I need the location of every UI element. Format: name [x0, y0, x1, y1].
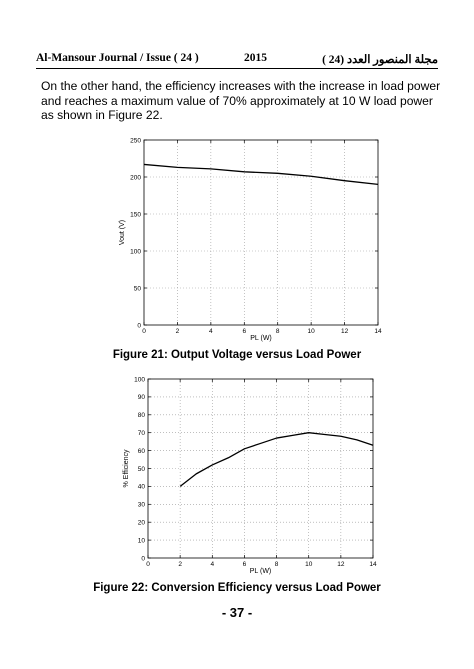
- fig22-x-tick-label: 6: [243, 561, 247, 568]
- paragraph-line: and reaches a maximum value of 70% appro…: [41, 93, 433, 108]
- fig22-series-line: [179, 432, 374, 487]
- fig22-x-axis-label: PL (W): [250, 568, 272, 575]
- figure-22-caption: Figure 22: Conversion Efficiency versus …: [93, 582, 381, 594]
- fig22-y-axis-label: % Efficiency: [123, 449, 130, 487]
- fig21-y-axis-label: Vout (V): [119, 220, 126, 245]
- fig21-x-tick-label: 6: [242, 328, 246, 335]
- fig22-y-tick-label: 90: [138, 394, 146, 401]
- fig22-x-tick-label: 2: [178, 561, 182, 568]
- paragraph-line: On the other hand, the efficiency increa…: [41, 79, 441, 93]
- fig21-x-tick-label: 12: [341, 328, 349, 335]
- paragraph-line: as shown in Figure 22.: [41, 108, 163, 122]
- fig21-y-tick-label: 100: [130, 248, 141, 255]
- fig21-x-tick-label: 10: [308, 328, 316, 335]
- fig21-y-tick-label: 0: [137, 322, 141, 329]
- fig21-x-tick-label: 4: [209, 328, 213, 335]
- fig21-x-axis-label: PL (W): [250, 335, 272, 342]
- fig21-y-tick-label: 250: [130, 137, 141, 144]
- fig22-x-tick-label: 14: [369, 561, 377, 568]
- fig22-y-tick-label: 100: [134, 376, 145, 383]
- fig22-x-tick-label: 10: [305, 561, 313, 568]
- fig21-y-tick-label: 200: [130, 174, 141, 181]
- figure-22-chart: 0 2 4 6 8 10 12 14 0 10 20 30 40 50 60 70 80 90 100 PL (W)%…: [123, 376, 377, 575]
- fig21-y-tick-label: 150: [130, 211, 141, 218]
- fig22-y-tick-label: 70: [138, 430, 146, 437]
- fig22-y-tick-label: 30: [138, 502, 146, 509]
- fig22-x-tick-label: 4: [210, 561, 214, 568]
- fig22-y-tick-label: 0: [141, 555, 145, 562]
- fig22-x-tick-label: 0: [146, 561, 150, 568]
- journal-title-arabic: مجلة المنصور العدد (24 ): [322, 54, 438, 66]
- fig21-x-tick-label: 0: [142, 328, 146, 335]
- body-paragraph: On the other hand, the efficiency increa…: [41, 79, 441, 123]
- fig22-y-tick-label: 50: [138, 466, 146, 473]
- fig22-y-tick-label: 40: [138, 484, 146, 491]
- fig22-y-tick-label: 60: [138, 448, 146, 455]
- figure-21-caption: Figure 21: Output Voltage versus Load Po…: [112, 349, 362, 361]
- fig21-x-tick-label: 8: [276, 328, 280, 335]
- journal-header: Al-Mansour Journal / Issue ( 24 ) 2015 م…: [36, 52, 438, 68]
- fig22-x-tick-label: 12: [337, 561, 345, 568]
- page-number: - 37 -: [221, 605, 253, 620]
- fig21-plot-frame: [143, 139, 379, 326]
- header-rule: [36, 68, 438, 69]
- figure-21-chart: 0 2 4 6 8 10 12 14 0 50 100 150 200 250 PL (W) Vout (V): [119, 137, 382, 342]
- fig21-series-line: [143, 163, 379, 186]
- fig22-y-tick-label: 80: [138, 412, 146, 419]
- fig22-x-tick-label: 8: [275, 561, 279, 568]
- journal-title: Al-Mansour Journal / Issue ( 24 ): [36, 52, 199, 64]
- fig21-y-tick-label: 50: [134, 285, 142, 292]
- fig22-y-tick-label: 10: [138, 537, 146, 544]
- journal-year: 2015: [244, 52, 267, 64]
- fig21-x-tick-label: 2: [176, 328, 180, 335]
- fig21-x-tick-label: 14: [374, 328, 382, 335]
- fig22-y-tick-label: 20: [138, 520, 146, 527]
